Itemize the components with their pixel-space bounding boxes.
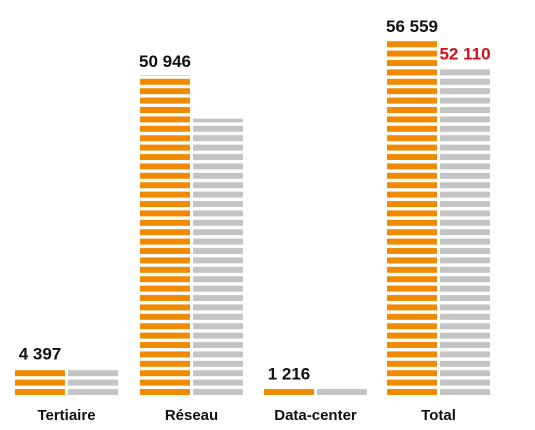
value-label: 56 559 <box>386 17 438 36</box>
category-label: Total <box>421 407 456 424</box>
bar <box>15 367 65 395</box>
bar <box>264 387 314 395</box>
value-label: 50 946 <box>139 52 191 71</box>
bar <box>140 75 190 395</box>
value-label: 52 110 <box>439 45 490 64</box>
category-label: Tertiaire <box>37 407 95 424</box>
category-label: Data-center <box>274 407 357 424</box>
value-label: 1 216 <box>268 364 311 383</box>
bar <box>317 387 367 395</box>
bar <box>387 39 437 396</box>
bar <box>68 367 118 395</box>
category-label: Réseau <box>165 407 218 424</box>
bar <box>193 118 243 396</box>
bar <box>440 67 490 395</box>
value-label: 4 397 <box>19 344 62 363</box>
